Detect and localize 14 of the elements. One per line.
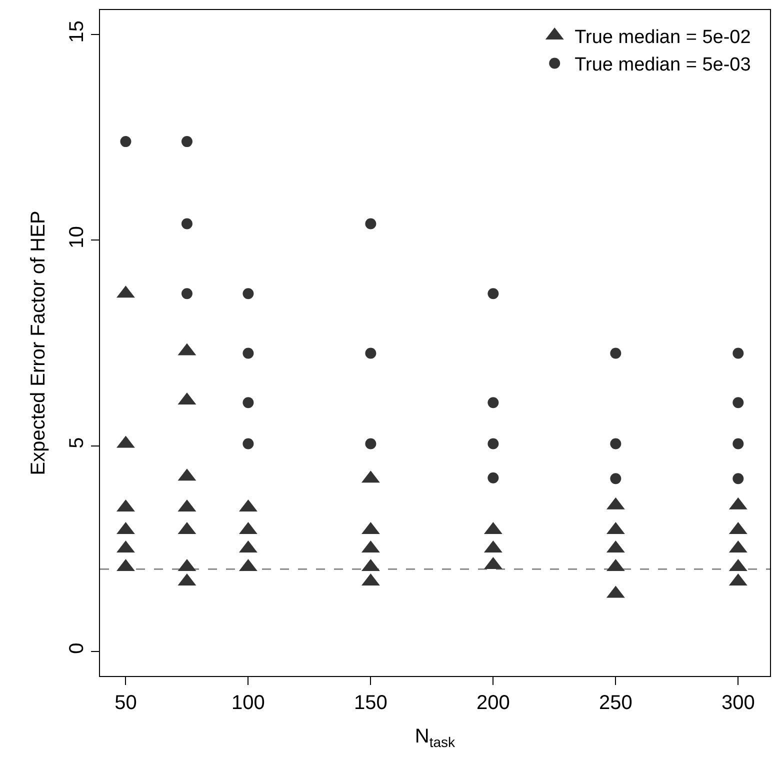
x-tick-label: 100 [232, 692, 265, 714]
x-tick-label: 150 [354, 692, 388, 714]
y-axis-title: Expected Error Factor of HEP [27, 210, 50, 476]
y-tick-label: 5 [66, 437, 88, 448]
x-axis-title: N$_{task}$ [414, 726, 456, 750]
x-tick-label: 50 [114, 692, 137, 714]
x-tick-label: 200 [476, 692, 510, 714]
y-tick-label: 10 [66, 226, 88, 248]
legend-label: True median = 5e-02 [574, 26, 751, 48]
x-tick-label: 250 [598, 692, 632, 714]
legend-label: True median = 5e-03 [574, 54, 751, 76]
y-tick-label: 0 [66, 642, 88, 654]
y-tick-label: 15 [66, 20, 88, 43]
x-tick-label: 300 [721, 692, 755, 714]
